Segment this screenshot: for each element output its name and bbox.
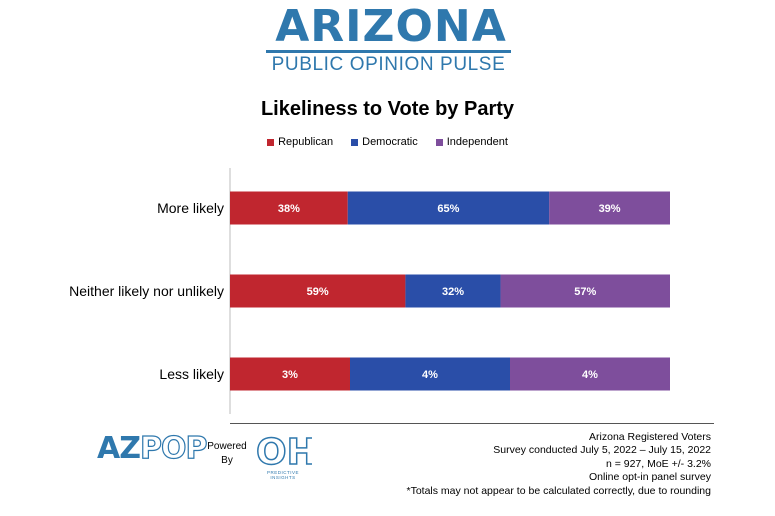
bar-democratic [405,274,501,308]
footnote-rounding: *Totals may not appear to be calculated … [406,484,712,497]
powered-by-text: Powered By [207,441,247,466]
bar-independent [500,274,670,308]
data-label-democratic: 32% [442,286,464,298]
bar-democratic [347,191,550,225]
legend-swatch-democratic [351,138,359,146]
brand-title: ARIZONA [275,1,507,52]
bar-republican [230,274,406,308]
azpop-logo: AZPOP [97,431,208,466]
bar-independent [549,191,670,225]
data-label-democratic: 65% [437,203,459,215]
bar-republican [230,191,348,225]
footnote-method: Online opt-in panel survey [589,471,711,484]
chart-legend: Republican Democratic Independent [0,136,775,148]
data-label-republican: 38% [278,203,300,215]
footnote-population: Arizona Registered Voters [589,431,711,443]
footnote-dates: Survey conducted July 5, 2022 – July 15,… [493,444,711,457]
azpop-logo-az: AZ [97,431,141,466]
data-label-republican: 59% [307,286,329,298]
legend-label-republican: Republican [278,136,334,148]
legend-swatch-independent [435,138,443,146]
brand-divider [266,50,511,53]
legend-swatch-republican [267,138,275,146]
data-label-independent: 4% [582,369,598,381]
chart-title: Likeliness to Vote by Party [260,98,515,120]
data-label-democratic: 4% [422,369,438,381]
legend-item-independent: Independent [435,136,508,148]
legend-label-independent: Independent [446,136,508,148]
data-label-independent: 57% [574,286,596,298]
legend-item-democratic: Democratic [351,136,418,148]
category-label: Less likely [159,366,224,382]
legend-label-democratic: Democratic [362,136,418,148]
azpop-logo-pop: POP [139,431,208,466]
bar-independent [510,357,670,391]
bar-democratic [350,357,510,391]
data-label-republican: 3% [282,369,298,381]
category-label: Neither likely nor unlikely [69,283,224,299]
oh-logo-subtitle: PREDICTIVE INSIGHTS [266,470,299,480]
bar-republican [230,357,350,391]
oh-logo-text: OH [256,432,312,470]
footnote-sample: n = 927, MoE +/- 3.2% [605,457,711,470]
brand-subtitle: PUBLIC OPINION PULSE [271,54,506,75]
data-label-independent: 39% [599,203,621,215]
oh-predictive-logo: OH [255,431,312,470]
footer-divider [230,423,714,424]
footnotes: Arizona Registered Voters Survey conduct… [407,431,712,498]
category-label: More likely [157,200,224,216]
legend-item-republican: Republican [267,136,333,148]
